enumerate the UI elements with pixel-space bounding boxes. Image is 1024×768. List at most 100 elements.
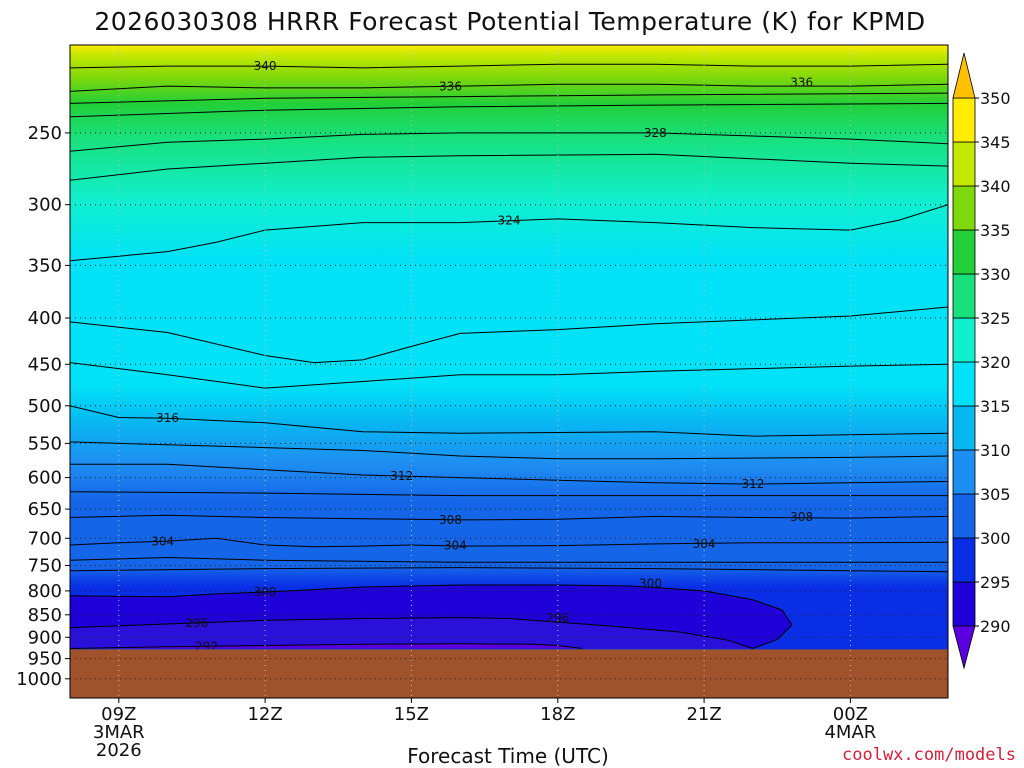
contour-label-extra-2: 304 xyxy=(444,539,467,553)
contour-label-296: 296 xyxy=(185,616,208,630)
theta-292-fill xyxy=(70,643,583,649)
colorbar-segment-325 xyxy=(952,273,976,319)
y-tick-label-900: 900 xyxy=(28,627,62,648)
y-tick-label-300: 300 xyxy=(28,195,62,216)
isentrope-292 xyxy=(70,643,583,649)
contour-label-extra-4: 308 xyxy=(790,510,813,524)
colorbar-label-340: 340 xyxy=(980,177,1011,196)
y-tick-label-600: 600 xyxy=(28,468,62,489)
contour-label-316: 316 xyxy=(156,411,179,425)
y-tick-label-750: 750 xyxy=(28,556,62,577)
x-tick-label-15Z: 15Z xyxy=(394,704,429,725)
contour-label-340: 340 xyxy=(254,59,277,73)
y-tick-label-800: 800 xyxy=(28,581,62,602)
isentrope-308 xyxy=(70,514,948,521)
colorbar-label-305: 305 xyxy=(980,485,1011,504)
isentrope-324 xyxy=(70,204,948,262)
isentrope-320 xyxy=(70,306,948,364)
colorbar-segment-335 xyxy=(952,185,976,231)
isentrope-unlabeled-3 xyxy=(70,362,948,389)
colorbar-segment-340 xyxy=(952,141,976,187)
contour-label-312: 312 xyxy=(390,469,413,483)
colorbar-label-320: 320 xyxy=(980,353,1011,372)
y-tick-label-850: 850 xyxy=(28,605,62,626)
x-tick-label-21Z: 21Z xyxy=(686,704,721,725)
colorbar-label-350: 350 xyxy=(980,89,1011,108)
y-tick-label-400: 400 xyxy=(28,308,62,329)
colorbar-segment-330 xyxy=(952,229,976,275)
isentrope-336 xyxy=(70,83,948,92)
y-tick-label-450: 450 xyxy=(28,354,62,375)
theta-296-fill xyxy=(70,617,753,649)
contour-label-extra-5: 312 xyxy=(741,477,764,491)
colorbar-label-325: 325 xyxy=(980,309,1011,328)
plot-frame xyxy=(69,44,949,699)
colorbar-segment-310 xyxy=(952,405,976,451)
isentrope-316 xyxy=(70,405,948,437)
x-axis-label: Forecast Time (UTC) xyxy=(407,744,609,768)
colorbar-segment-300 xyxy=(952,493,976,539)
colorbar-max-arrow xyxy=(952,52,976,99)
colorbar-label-345: 345 xyxy=(980,133,1011,152)
isentrope-296 xyxy=(70,617,754,649)
colorbar-segment-345 xyxy=(952,97,976,143)
y-axis: 2503003504004505005506006507007508008509… xyxy=(16,123,70,690)
isentrope-layer: 2922963003043083123163243283363403002963… xyxy=(70,59,948,653)
y-tick-label-500: 500 xyxy=(28,396,62,417)
surface-terrain xyxy=(70,649,948,698)
isentrope-unlabeled-0 xyxy=(70,92,948,104)
y-tick-label-700: 700 xyxy=(28,528,62,549)
chart-title: 2026030308 HRRR Forecast Potential Tempe… xyxy=(94,7,925,36)
contour-label-extra-6: 336 xyxy=(790,76,813,90)
site-credit: coolwx.com/models xyxy=(842,745,1016,765)
isentrope-304 xyxy=(70,537,948,548)
colorbar-label-295: 295 xyxy=(980,573,1011,592)
x-tick-label-18Z: 18Z xyxy=(540,704,575,725)
x-date-label-09Z: 3MAR xyxy=(93,722,145,743)
x-tick-label-12Z: 12Z xyxy=(247,704,282,725)
colorbar-label-330: 330 xyxy=(980,265,1011,284)
y-tick-label-350: 350 xyxy=(28,255,62,276)
colorbar-segment-320 xyxy=(952,317,976,363)
isentrope-unlabeled-7 xyxy=(70,567,948,573)
y-tick-label-250: 250 xyxy=(28,123,62,144)
x-year-label-09Z: 2026 xyxy=(96,740,142,761)
isentrope-unlabeled-6 xyxy=(70,556,948,563)
colorbar-segment-305 xyxy=(952,449,976,495)
isentrope-unlabeled-4 xyxy=(70,441,948,460)
isentrope-unlabeled-2 xyxy=(70,153,948,181)
isentrope-340 xyxy=(70,63,948,69)
x-tick-label-00Z: 00Z xyxy=(833,704,868,725)
colorbar-label-290: 290 xyxy=(980,617,1011,636)
isentrope-unlabeled-1 xyxy=(70,102,948,118)
y-tick-label-550: 550 xyxy=(28,433,62,454)
plot-area: 2922963003043083123163243283363403002963… xyxy=(69,44,949,699)
colorbar-label-335: 335 xyxy=(980,221,1011,240)
colorbar: 290 295 300 305 310 315 320 325 330 335 340 345 350 xyxy=(952,52,1011,670)
contour-label-extra-1: 296 xyxy=(546,611,569,625)
colorbar-segment-315 xyxy=(952,361,976,407)
cold-pool-layer xyxy=(70,585,792,649)
contour-label-324: 324 xyxy=(498,214,521,228)
contour-label-extra-3: 304 xyxy=(693,537,716,551)
y-tick-label-1000: 1000 xyxy=(16,669,62,690)
colorbar-min-arrow xyxy=(952,625,976,670)
colorbar-label-315: 315 xyxy=(980,397,1011,416)
x-tick-label-09Z: 09Z xyxy=(101,704,136,725)
isentrope-300 xyxy=(70,584,793,649)
contour-label-308: 308 xyxy=(439,513,462,527)
contour-label-336: 336 xyxy=(439,79,462,93)
y-tick-label-650: 650 xyxy=(28,499,62,520)
colorbar-label-310: 310 xyxy=(980,441,1011,460)
colorbar-segment-295 xyxy=(952,537,976,583)
colorbar-label-300: 300 xyxy=(980,529,1011,548)
colorbar-segment-290 xyxy=(952,581,976,627)
isentrope-312 xyxy=(70,463,948,485)
y-tick-label-950: 950 xyxy=(28,649,62,670)
contour-label-304: 304 xyxy=(151,534,174,548)
x-date-label-00Z: 4MAR xyxy=(824,722,876,743)
isentrope-328 xyxy=(70,132,948,152)
contour-label-extra-0: 300 xyxy=(639,577,662,591)
